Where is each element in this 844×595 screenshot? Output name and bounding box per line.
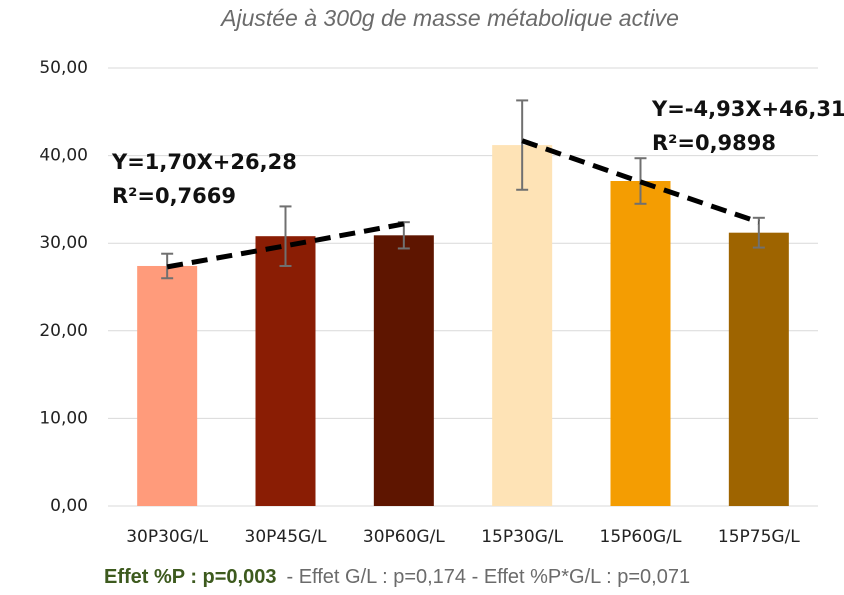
bar (728, 232, 789, 507)
x-tick-label: 15P75G/L (718, 527, 800, 547)
trendline (166, 221, 405, 270)
bar (255, 236, 316, 506)
bar (610, 181, 671, 506)
trend-r2: R²=0,9898 (652, 131, 776, 155)
bar (373, 235, 434, 507)
x-tick-label: 30P45G/L (245, 527, 327, 547)
x-tick-label: 15P30G/L (481, 527, 563, 547)
y-tick-label: 40,00 (39, 146, 88, 166)
x-tick-label: 30P30G/L (126, 527, 208, 547)
error-bar (752, 216, 765, 249)
footer: Effet %P : p=0,003 - Effet G/L : p=0,174 … (104, 566, 690, 588)
y-tick-label: 30,00 (39, 233, 88, 253)
footer-item: Effet %P : p=0,003 (104, 566, 276, 588)
error-bar (279, 205, 292, 267)
footer-item: - Effet G/L : p=0,174 - Effet %P*G/L : p… (286, 566, 690, 588)
chart-subtitle: Ajustée à 300g de masse métabolique acti… (219, 5, 679, 31)
x-tick-label: 30P60G/L (363, 527, 445, 547)
y-tick-label: 50,00 (39, 58, 88, 78)
bar (492, 145, 553, 506)
trend-equation: Y=-4,93X+46,31 (651, 97, 844, 121)
bar (137, 265, 198, 506)
trend-equation: Y=1,70X+26,28 (111, 150, 297, 174)
y-tick-label: 20,00 (39, 321, 88, 341)
y-tick-label: 0,00 (50, 496, 88, 516)
trend-r2: R²=0,7669 (112, 184, 236, 208)
y-tick-label: 10,00 (39, 408, 88, 428)
x-tick-label: 15P60G/L (600, 527, 682, 547)
trendline (521, 138, 760, 225)
error-bar (516, 99, 529, 191)
